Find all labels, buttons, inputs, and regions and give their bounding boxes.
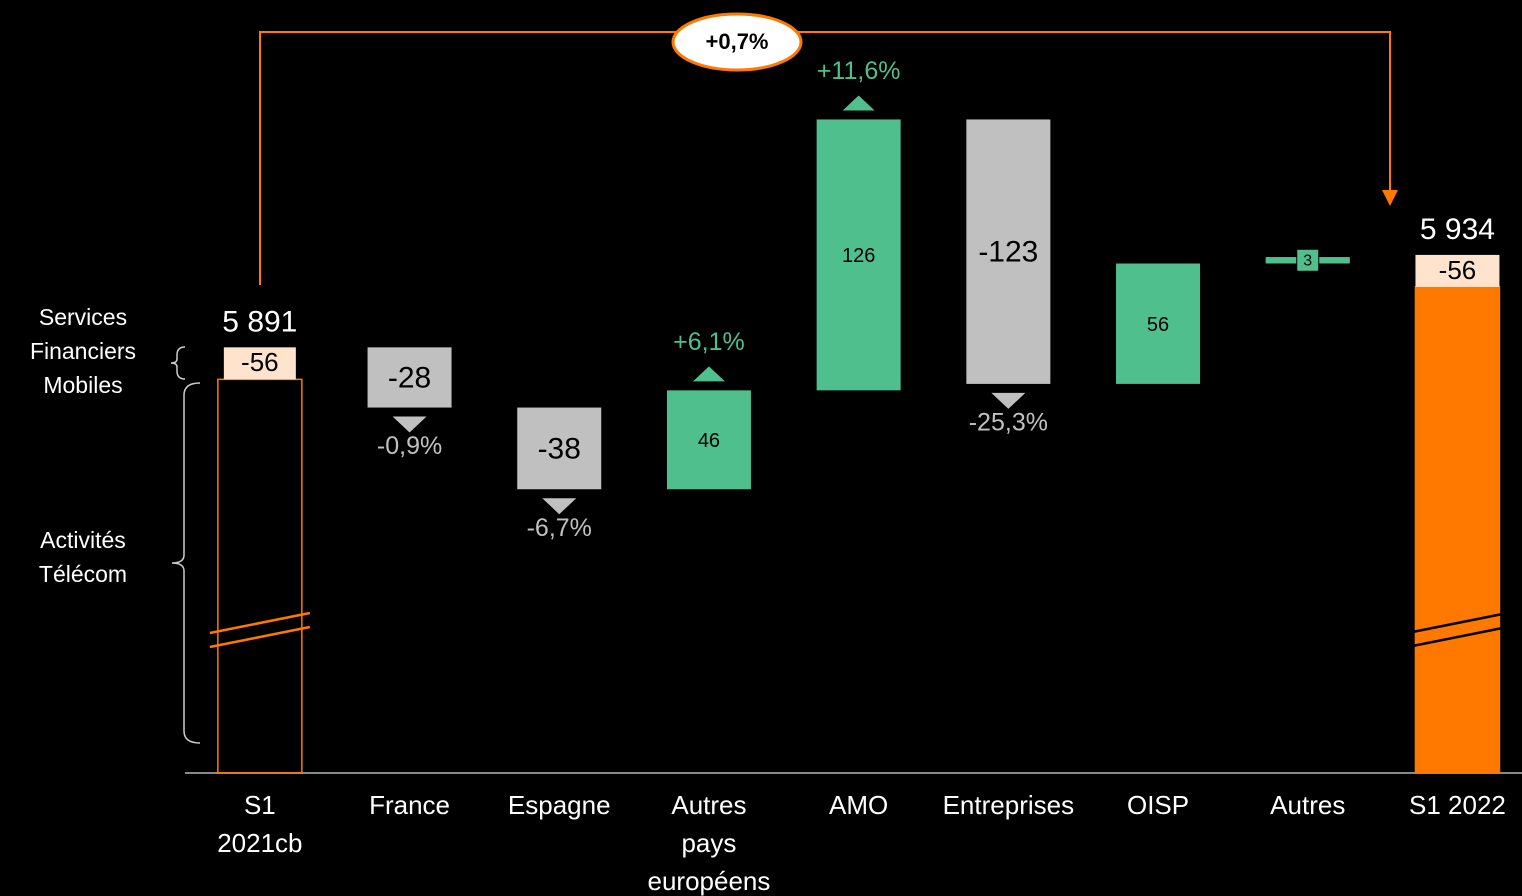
- x-tick-label: S1: [243, 790, 276, 820]
- growth-label: +11,6%: [817, 57, 901, 85]
- change-label: +0,7%: [706, 29, 769, 54]
- brace-label: Activités: [40, 527, 126, 553]
- brace-label: Télécom: [38, 561, 128, 587]
- x-tick-label: AMO: [829, 790, 889, 820]
- sfm-box: [1415, 254, 1500, 287]
- growth-label: -6,7%: [527, 514, 592, 542]
- x-tick-label: pays: [681, 828, 737, 858]
- x-tick-label: 2021cb: [217, 828, 303, 858]
- sfm-label: -56: [1439, 255, 1477, 285]
- growth-marker: [991, 392, 1026, 409]
- growth-label: +6,1%: [673, 328, 745, 356]
- brace-label: Mobiles: [43, 372, 123, 398]
- bar: [816, 119, 901, 391]
- brace: [171, 382, 201, 744]
- x-tick-label: France: [369, 790, 450, 820]
- bar-label: 126: [842, 245, 875, 267]
- x-tick-label: S1 2022: [1409, 790, 1506, 820]
- sfm-box: [223, 347, 296, 380]
- axis-break: [1407, 611, 1508, 635]
- bar: [666, 390, 751, 490]
- total-bar: [217, 378, 303, 774]
- bar-label: -38: [538, 432, 581, 465]
- bar-label: 46: [698, 430, 720, 452]
- change-badge: [671, 12, 803, 72]
- growth-marker: [692, 366, 725, 382]
- arrow-head: [1382, 190, 1398, 206]
- brace: [170, 346, 186, 380]
- bar-label-box: [1296, 248, 1320, 272]
- total-label: 5 891: [222, 305, 297, 338]
- x-tick-label: Autres: [671, 790, 747, 820]
- bar-label: -123: [978, 236, 1038, 269]
- bar-label: 56: [1147, 314, 1169, 336]
- growth-marker: [542, 498, 577, 515]
- x-tick-label: OISP: [1126, 790, 1190, 820]
- growth-marker: [842, 95, 875, 111]
- x-tick-label: Autres: [1270, 790, 1346, 820]
- bar-label: -28: [388, 361, 431, 394]
- total-label: 5 934: [1420, 213, 1495, 246]
- bar-label: 3: [1303, 252, 1312, 269]
- axis-break: [1407, 625, 1508, 649]
- bar: [517, 407, 602, 490]
- change-arrow: [259, 31, 1391, 285]
- sfm-label: -56: [241, 347, 279, 377]
- growth-marker: [392, 416, 427, 433]
- axis-break: [209, 611, 311, 635]
- x-tick-label: Espagne: [507, 790, 611, 820]
- growth-label: -25,3%: [969, 409, 1048, 437]
- bar: [367, 347, 452, 408]
- x-tick-label: européens: [647, 866, 771, 896]
- axis-break: [209, 625, 311, 649]
- total-bar: [1414, 286, 1501, 774]
- brace-label: Services: [38, 304, 128, 330]
- brace-label: Financiers: [29, 338, 137, 364]
- bar: [966, 119, 1051, 384]
- growth-label: -0,9%: [377, 432, 442, 460]
- bar: [1116, 263, 1201, 384]
- x-tick-label: Entreprises: [942, 790, 1075, 820]
